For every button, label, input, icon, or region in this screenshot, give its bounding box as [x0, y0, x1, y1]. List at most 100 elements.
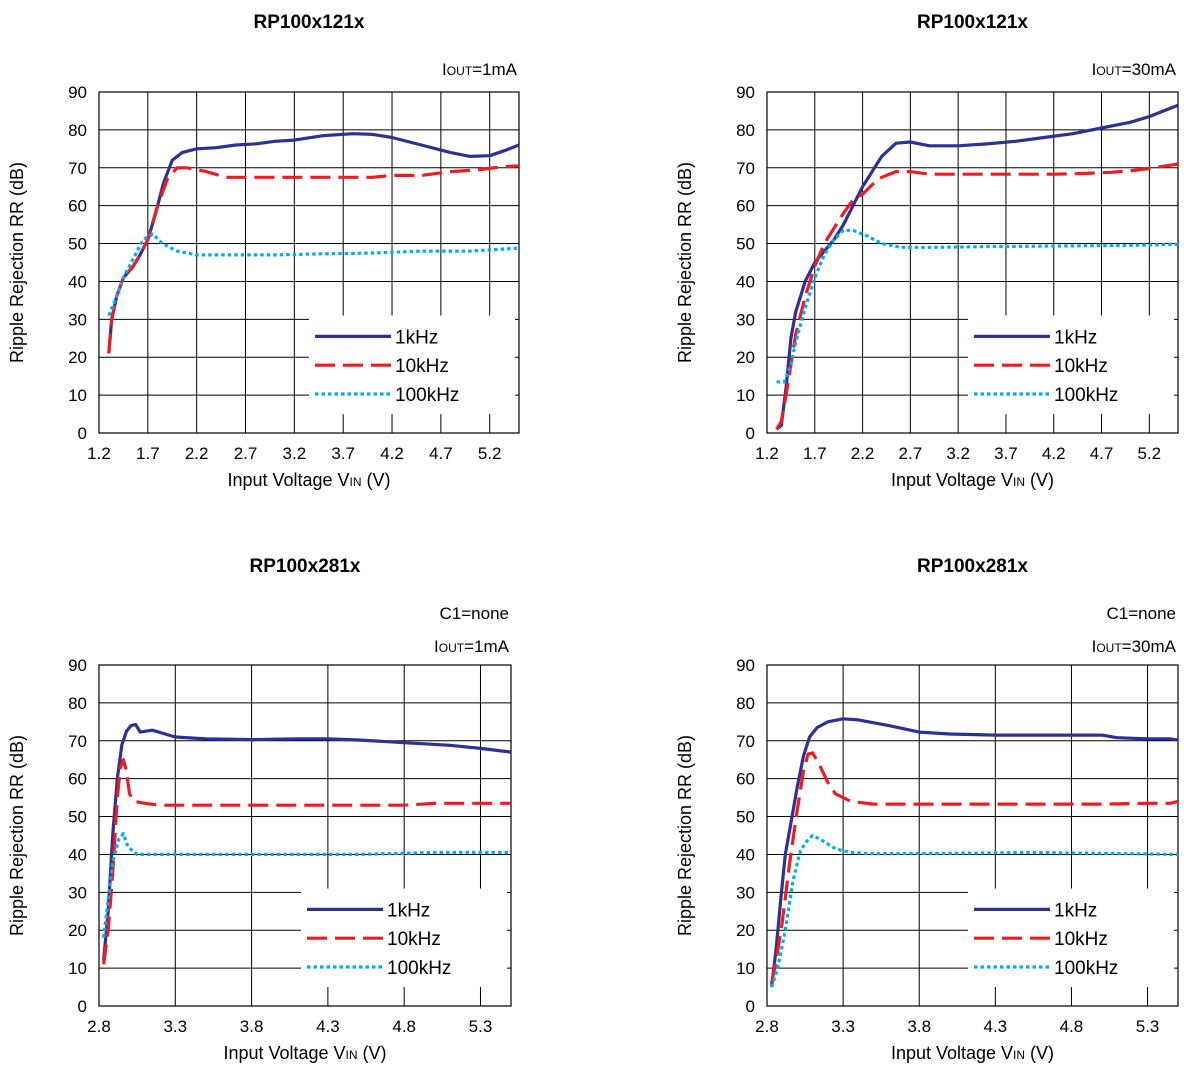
y-tick-label: 90	[68, 83, 87, 102]
chart-panel-1: RP100x121x IOUT=1mA 0 10 20 30 40 50 60 70 80 90 1.2…	[7, 12, 520, 490]
series-line-100kHz	[770, 833, 1178, 988]
y-tick-label: 50	[68, 235, 87, 254]
x-axis-label: Input Voltage VIN (V)	[891, 470, 1054, 490]
y-tick-label: 70	[68, 159, 87, 178]
x-axis-label: Input Voltage VIN (V)	[891, 1043, 1054, 1063]
y-tick-label: 60	[736, 197, 755, 216]
y-tick-label: 80	[68, 694, 87, 713]
chart-condition-note: IOUT=30mA	[1092, 637, 1177, 656]
x-tick-label: 5.2	[478, 444, 502, 463]
chart-condition-note: C1=none	[440, 604, 509, 623]
plot-frame	[98, 664, 512, 1007]
x-tick-label: 4.7	[1090, 444, 1114, 463]
y-tick-label: 50	[736, 808, 755, 827]
y-tick-label: 10	[68, 386, 87, 405]
series-line-10kHz	[107, 164, 519, 354]
x-tick-label: 3.8	[907, 1017, 931, 1036]
legend-label-1kHz: 1kHz	[1054, 900, 1097, 921]
x-tick-label: 4.3	[984, 1017, 1008, 1036]
x-tick-label: 4.2	[380, 444, 404, 463]
legend-label-10kHz: 10kHz	[395, 356, 449, 377]
y-tick-label: 0	[746, 424, 755, 443]
x-tick-label: 2.8	[87, 1017, 111, 1036]
y-tick-label: 0	[746, 997, 755, 1016]
y-tick-label: 70	[68, 732, 87, 751]
chart-panel-3: RP100x281x C1=none IOUT=1mA 0 10 20 30 40 50 60 70…	[7, 556, 512, 1063]
y-axis-label: Ripple Rejection RR (dB)	[675, 735, 695, 936]
chart-condition-note: C1=none	[1107, 604, 1176, 623]
x-tick-label: 1.2	[87, 444, 111, 463]
chart-condition-note: IOUT=1mA	[442, 60, 518, 79]
y-tick-label: 40	[68, 272, 87, 291]
series-line-1kHz	[775, 103, 1178, 431]
x-tick-label: 1.7	[803, 444, 827, 463]
x-tick-label: 2.7	[899, 444, 923, 463]
y-tick-label: 0	[78, 424, 87, 443]
y-tick-label: 60	[736, 770, 755, 789]
legend-label-100kHz: 100kHz	[1054, 385, 1118, 406]
legend-label-1kHz: 1kHz	[395, 327, 438, 348]
legend-label-100kHz: 100kHz	[387, 958, 451, 979]
y-tick-label: 10	[736, 386, 755, 405]
x-tick-label: 2.7	[234, 444, 258, 463]
y-tick-label: 40	[68, 845, 87, 864]
y-tick-label: 30	[736, 310, 755, 329]
x-axis-label: Input Voltage VIN (V)	[223, 1043, 386, 1063]
legend-label-10kHz: 10kHz	[387, 929, 441, 950]
x-axis-label: Input Voltage VIN (V)	[227, 470, 390, 490]
x-tick-label: 3.2	[283, 444, 307, 463]
x-tick-label: 4.8	[1060, 1017, 1084, 1036]
plot-frame	[766, 91, 1179, 434]
series-line-10kHz	[770, 751, 1178, 984]
x-tick-label: 1.7	[136, 444, 160, 463]
x-tick-label: 2.2	[185, 444, 209, 463]
y-axis-label: Ripple Rejection RR (dB)	[675, 162, 695, 363]
y-tick-label: 20	[736, 921, 755, 940]
x-tick-label: 3.7	[331, 444, 355, 463]
legend-label-10kHz: 10kHz	[1054, 929, 1108, 950]
chart-title: RP100x281x	[250, 556, 361, 577]
legend-label-1kHz: 1kHz	[1054, 327, 1097, 348]
y-tick-label: 0	[78, 997, 87, 1016]
chart-title: RP100x121x	[917, 12, 1028, 33]
x-tick-label: 5.3	[1136, 1017, 1160, 1036]
y-tick-label: 30	[736, 883, 755, 902]
y-tick-label: 70	[736, 732, 755, 751]
x-tick-label: 2.2	[851, 444, 875, 463]
x-tick-label: 3.3	[831, 1017, 855, 1036]
x-tick-label: 4.7	[429, 444, 453, 463]
y-tick-label: 70	[736, 159, 755, 178]
y-tick-label: 80	[68, 121, 87, 140]
y-tick-label: 60	[68, 197, 87, 216]
chart-condition-note: IOUT=1mA	[434, 637, 510, 656]
chart-title: RP100x281x	[917, 556, 1028, 577]
series-line-100kHz	[776, 228, 1178, 384]
y-axis-label: Ripple Rejection RR (dB)	[7, 162, 27, 363]
x-tick-label: 4.3	[316, 1017, 340, 1036]
y-tick-label: 30	[68, 883, 87, 902]
y-tick-label: 20	[68, 921, 87, 940]
plot-frame	[98, 91, 520, 434]
y-tick-label: 80	[736, 121, 755, 140]
legend-label-100kHz: 100kHz	[395, 385, 459, 406]
x-tick-label: 3.3	[163, 1017, 187, 1036]
y-tick-label: 80	[736, 694, 755, 713]
x-tick-label: 4.8	[392, 1017, 416, 1036]
series-line-100kHz	[107, 232, 519, 317]
y-tick-label: 10	[736, 959, 755, 978]
chart-condition-note: IOUT=30mA	[1092, 60, 1177, 79]
y-tick-label: 90	[736, 656, 755, 675]
chart-panel-4: RP100x281x C1=none IOUT=30mA 0 10 20 30 40 50 60 7…	[675, 556, 1179, 1063]
series-line-1kHz	[770, 717, 1178, 988]
x-tick-label: 5.2	[1138, 444, 1162, 463]
legend-label-100kHz: 100kHz	[1054, 958, 1118, 979]
series-line-10kHz	[775, 162, 1178, 431]
legend-label-10kHz: 10kHz	[1054, 356, 1108, 377]
chart-panel-2: RP100x121x IOUT=30mA 0 10 20 30 40 50 60 70 80 90 1.…	[675, 12, 1179, 490]
y-tick-label: 40	[736, 272, 755, 291]
y-tick-label: 10	[68, 959, 87, 978]
y-axis-label: Ripple Rejection RR (dB)	[7, 735, 27, 936]
legend-label-1kHz: 1kHz	[387, 900, 430, 921]
x-tick-label: 4.2	[1042, 444, 1066, 463]
